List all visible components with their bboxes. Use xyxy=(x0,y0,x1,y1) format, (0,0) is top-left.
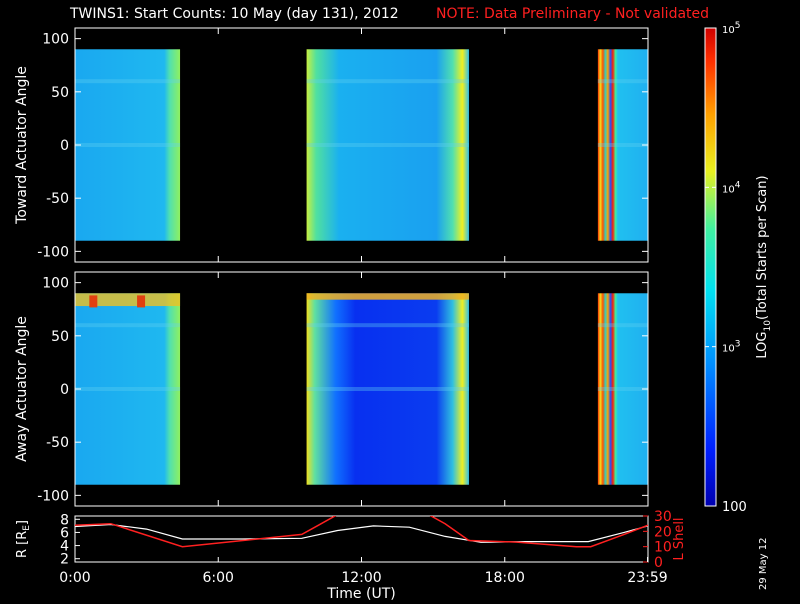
radius-line xyxy=(75,523,648,543)
x-tick-label: 12:00 xyxy=(341,570,381,586)
heatmap-panel-toward: 100 50 0 -50 -100 Toward Actuator Angle xyxy=(14,27,649,263)
x-axis-label: Time (UT) xyxy=(326,586,395,600)
y-tick-label: 0 xyxy=(60,138,69,154)
angle-band xyxy=(75,143,181,147)
y-tick-label: 6 xyxy=(60,525,69,541)
y-tick-label: 100 xyxy=(42,32,69,48)
angle-band xyxy=(597,143,648,147)
hot-spot xyxy=(89,295,98,308)
colorbar-tick-label: 105 xyxy=(722,21,740,36)
y2-tick-label: 30 xyxy=(654,509,672,525)
colorbar-tick-label: 100 xyxy=(722,500,747,515)
y-axis-label-sub: E xyxy=(22,525,32,531)
data-block xyxy=(75,49,181,241)
y-tick-label: -100 xyxy=(37,244,69,260)
y-tick-label: 4 xyxy=(60,539,69,555)
y-tick-label: 8 xyxy=(60,512,69,528)
angle-band xyxy=(75,79,181,84)
colorbar-label-sub: 10 xyxy=(763,320,773,332)
x-tick-label: 18:00 xyxy=(485,570,525,586)
colorbar-label: LOG10(Total Starts per Scan) xyxy=(755,175,773,358)
data-block-texture xyxy=(75,79,181,147)
y-tick-label: -50 xyxy=(46,191,69,207)
colorbar-scale xyxy=(704,27,717,507)
colorbar-tick-label: 104 xyxy=(722,180,741,195)
y2-tick-label: 20 xyxy=(654,524,672,540)
edge-band xyxy=(75,293,181,307)
angle-band xyxy=(306,143,469,147)
lshell-line xyxy=(75,516,648,548)
colorbar-label-post: (Total Starts per Scan) xyxy=(755,175,770,320)
x-tick-label: 23:59 xyxy=(627,570,667,586)
y-tick-label: 2 xyxy=(60,552,69,568)
angle-band xyxy=(597,387,648,391)
hot-spot xyxy=(137,295,146,308)
y-axis-label: Away Actuator Angle xyxy=(14,316,30,462)
y-tick-label: 100 xyxy=(42,276,69,292)
heatmap-panel-away: 100 50 0 -50 -100 Away Actuator Angle xyxy=(14,271,649,507)
colorbar-tick-base: 10 xyxy=(722,25,735,36)
data-block-texture xyxy=(597,79,648,147)
data-block xyxy=(306,293,469,485)
x-tick-label: 6:00 xyxy=(203,570,234,586)
date-stamp: 29 May 12 xyxy=(758,537,769,590)
y-axis-label-close: ] xyxy=(15,520,30,525)
colorbar-tick-exp: 3 xyxy=(735,340,741,350)
data-block-texture xyxy=(597,323,648,391)
y-axis-label: Toward Actuator Angle xyxy=(14,66,30,225)
data-block xyxy=(597,49,648,241)
chart-title: TWINS1: Start Counts: 10 May (day 131), … xyxy=(70,6,399,22)
edge-band xyxy=(306,293,469,300)
y-tick-label: 0 xyxy=(60,382,69,398)
data-block xyxy=(597,293,648,485)
data-block-texture xyxy=(75,323,181,391)
y-tick-label: 50 xyxy=(51,85,69,101)
colorbar-tick-exp: 4 xyxy=(735,180,741,190)
x-tick-label: 0:00 xyxy=(59,570,90,586)
angle-band xyxy=(306,323,469,328)
angle-band xyxy=(75,387,181,391)
data-block xyxy=(306,49,469,241)
angle-band xyxy=(75,323,181,328)
colorbar-tick-base: 10 xyxy=(722,184,735,195)
y-axis-label: R [RE] xyxy=(15,520,32,558)
colorbar-tick-exp: 5 xyxy=(735,21,741,31)
panel-frame xyxy=(74,515,649,563)
y2-tick-label: 10 xyxy=(654,540,672,556)
angle-band xyxy=(597,79,648,84)
y2-tick-label: 0 xyxy=(654,555,663,571)
colorbar-label-pre: LOG xyxy=(755,332,770,359)
colorbar-tick-base: 10 xyxy=(722,344,735,355)
data-block xyxy=(75,293,181,485)
y2-axis-label: L Shell xyxy=(672,517,687,560)
y-tick-label: -50 xyxy=(46,435,69,451)
data-block-texture xyxy=(306,323,469,391)
y-tick-label: -100 xyxy=(37,488,69,504)
preliminary-note: NOTE: Data Preliminary - Not validated xyxy=(436,6,710,22)
angle-band xyxy=(597,323,648,328)
y-tick-label: 50 xyxy=(51,329,69,345)
colorbar-tick-base: 100 xyxy=(722,500,747,515)
y-axis-label-main: R [R xyxy=(15,531,30,558)
angle-band xyxy=(306,79,469,84)
colorbar-tick-label: 103 xyxy=(722,340,740,355)
angle-band xyxy=(306,387,469,391)
data-block-texture xyxy=(306,79,469,147)
